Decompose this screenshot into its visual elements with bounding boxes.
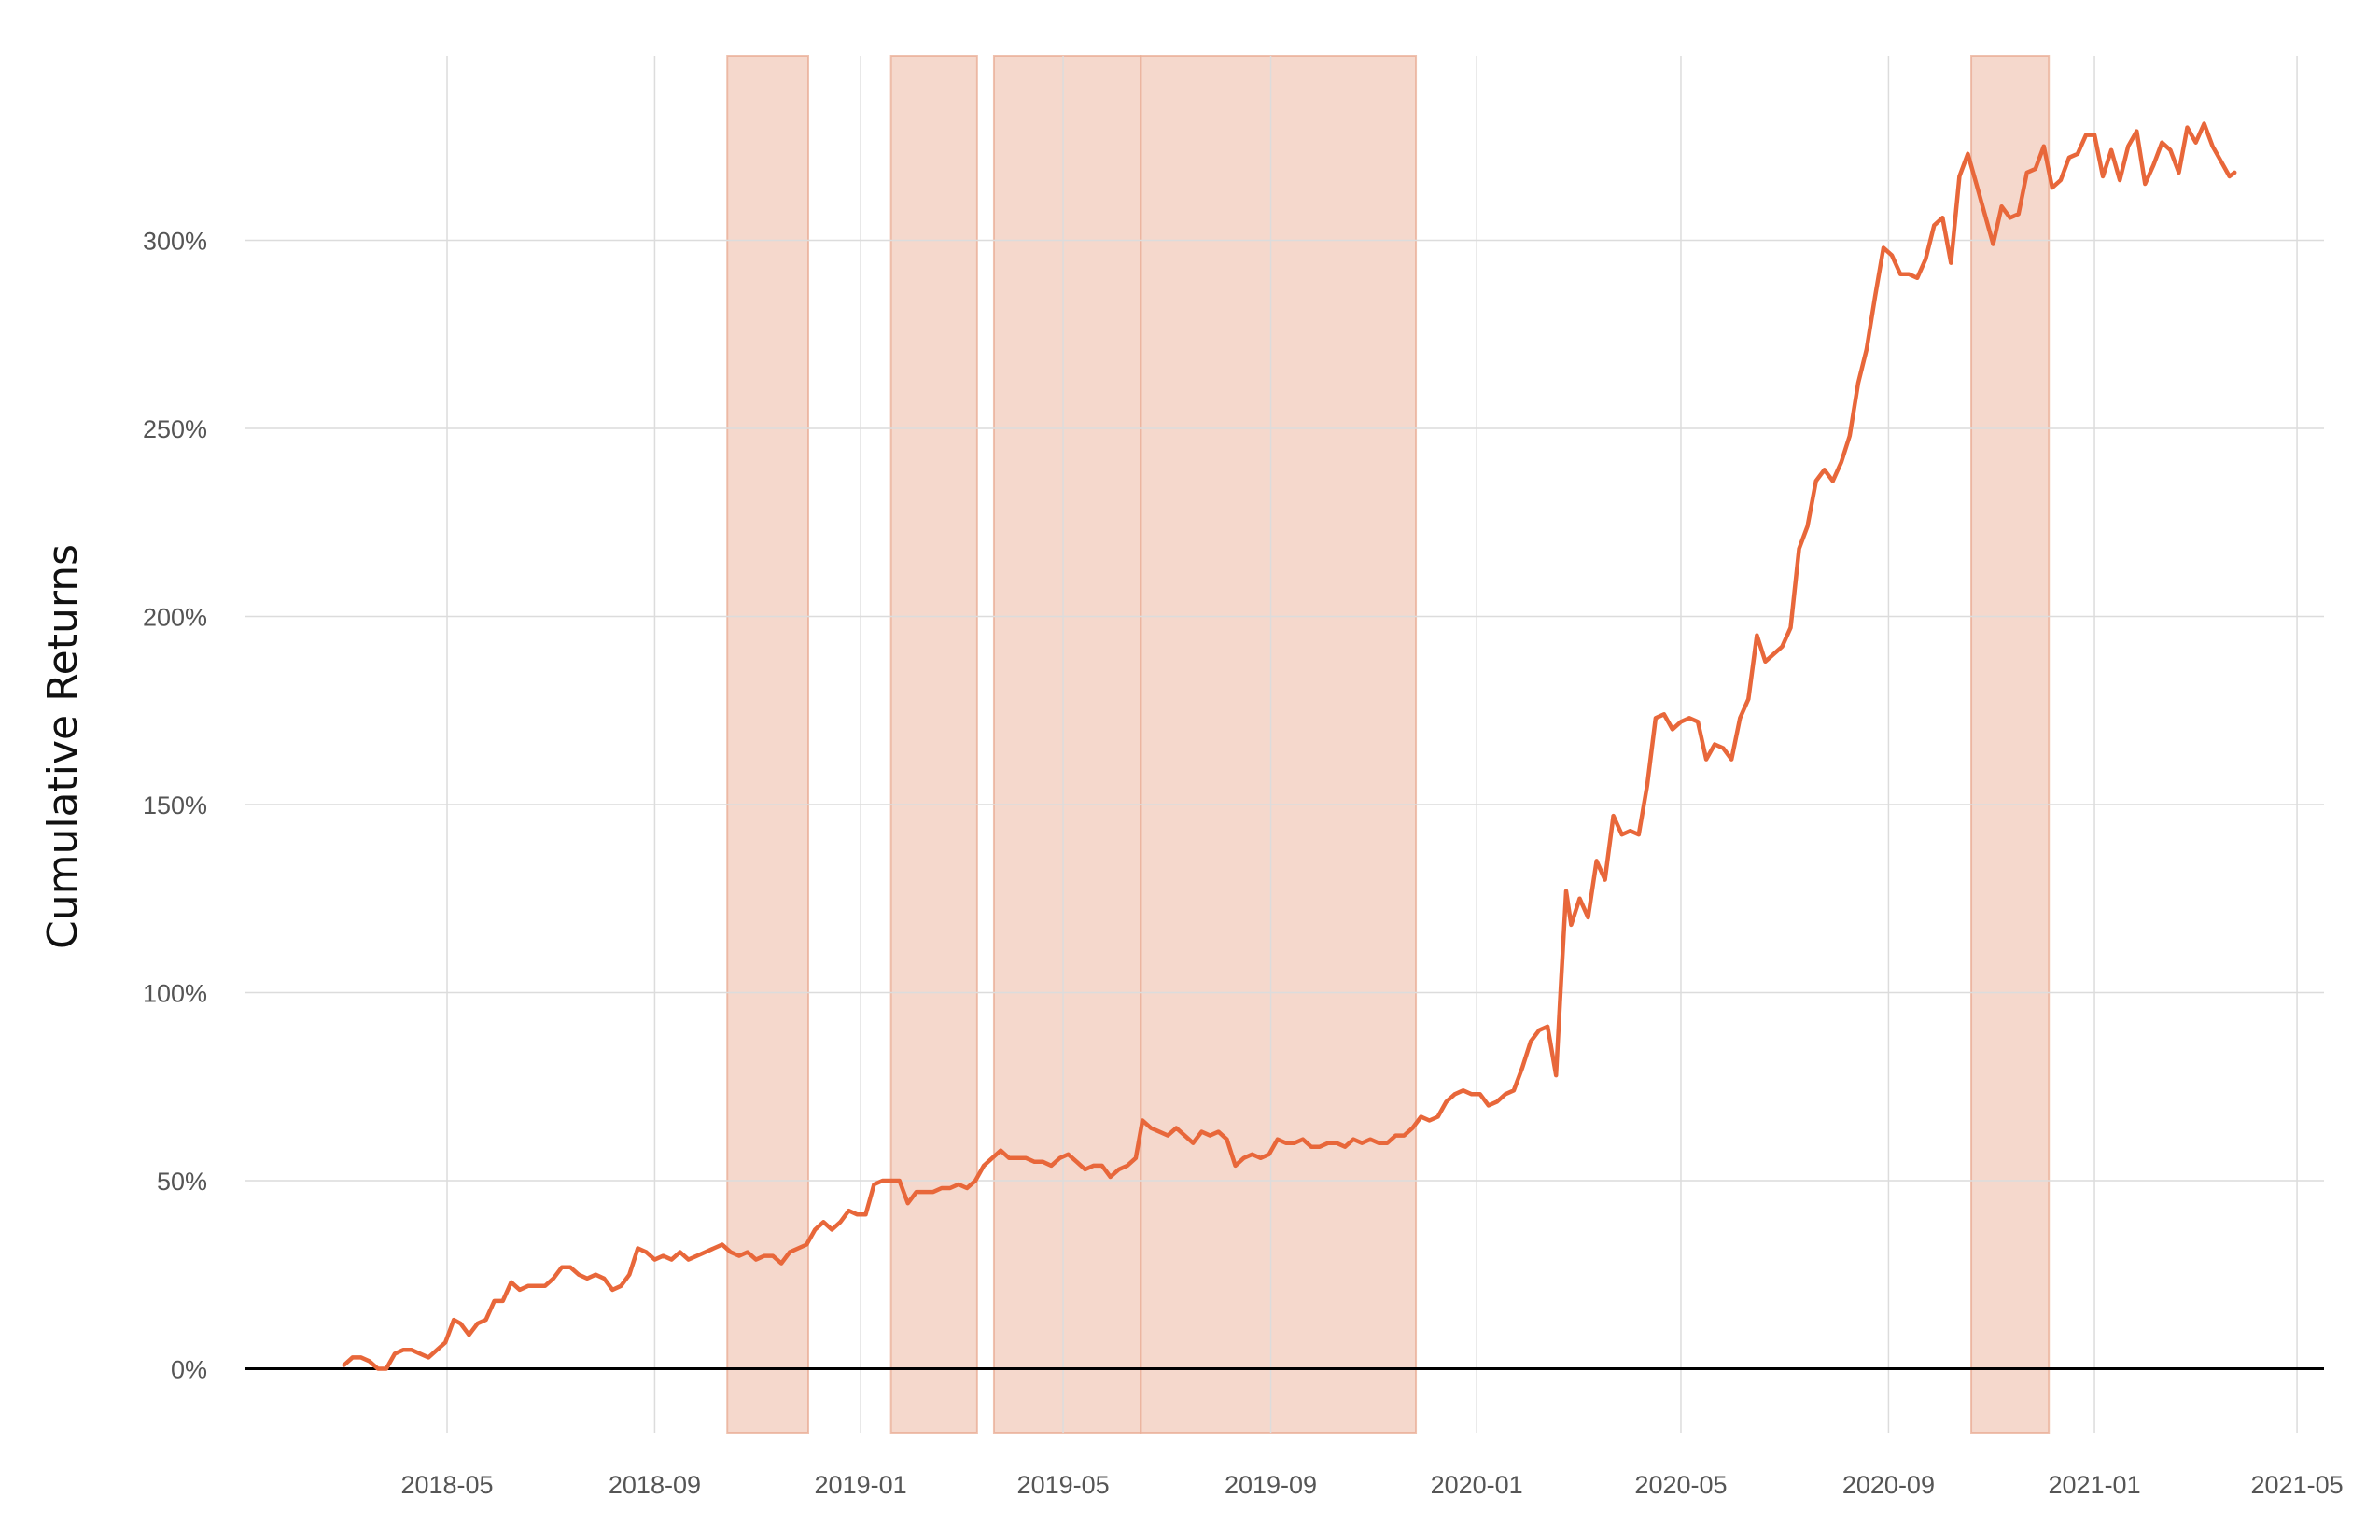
shaded-period-4 bbox=[1140, 55, 1418, 1434]
x-tick-label: 2018-09 bbox=[609, 1471, 701, 1499]
y-tick-label: 200% bbox=[143, 603, 207, 631]
y-tick-label: 50% bbox=[157, 1168, 207, 1196]
shaded-period-2 bbox=[889, 55, 978, 1434]
x-tick-label: 2019-01 bbox=[815, 1471, 907, 1499]
y-tick-label: 100% bbox=[143, 979, 207, 1007]
shaded-period-1 bbox=[726, 55, 810, 1434]
y-tick-label: 250% bbox=[143, 415, 207, 443]
y-tick-label: 0% bbox=[171, 1355, 207, 1383]
x-tick-label: 2020-09 bbox=[1842, 1471, 1935, 1499]
shaded-period-5 bbox=[1970, 55, 2051, 1434]
x-tick-label: 2020-05 bbox=[1634, 1471, 1727, 1499]
x-tick-label: 2020-01 bbox=[1431, 1471, 1523, 1499]
shaded-periods bbox=[726, 55, 2051, 1434]
y-tick-label: 300% bbox=[143, 227, 207, 255]
x-tick-label: 2018-05 bbox=[400, 1471, 493, 1499]
returns-series bbox=[342, 121, 2237, 1371]
x-tick-label: 2019-09 bbox=[1225, 1471, 1317, 1499]
x-axis-ticks: 2018-05 2018-09 2019-01 2019-05 2019-09 2020-… bbox=[400, 1471, 2343, 1499]
x-tick-label: 2021-01 bbox=[2049, 1471, 2141, 1499]
x-tick-label: 2021-05 bbox=[2251, 1471, 2344, 1499]
y-axis-ticks: 0% 50% 100% 150% 200% 250% 300% bbox=[143, 227, 207, 1383]
shaded-period-3 bbox=[992, 55, 1142, 1434]
y-axis-title: Cumulative Returns bbox=[39, 544, 87, 949]
x-tick-label: 2019-05 bbox=[1017, 1471, 1110, 1499]
y-tick-label: 150% bbox=[143, 791, 207, 819]
series-line-1 bbox=[342, 121, 2237, 1371]
